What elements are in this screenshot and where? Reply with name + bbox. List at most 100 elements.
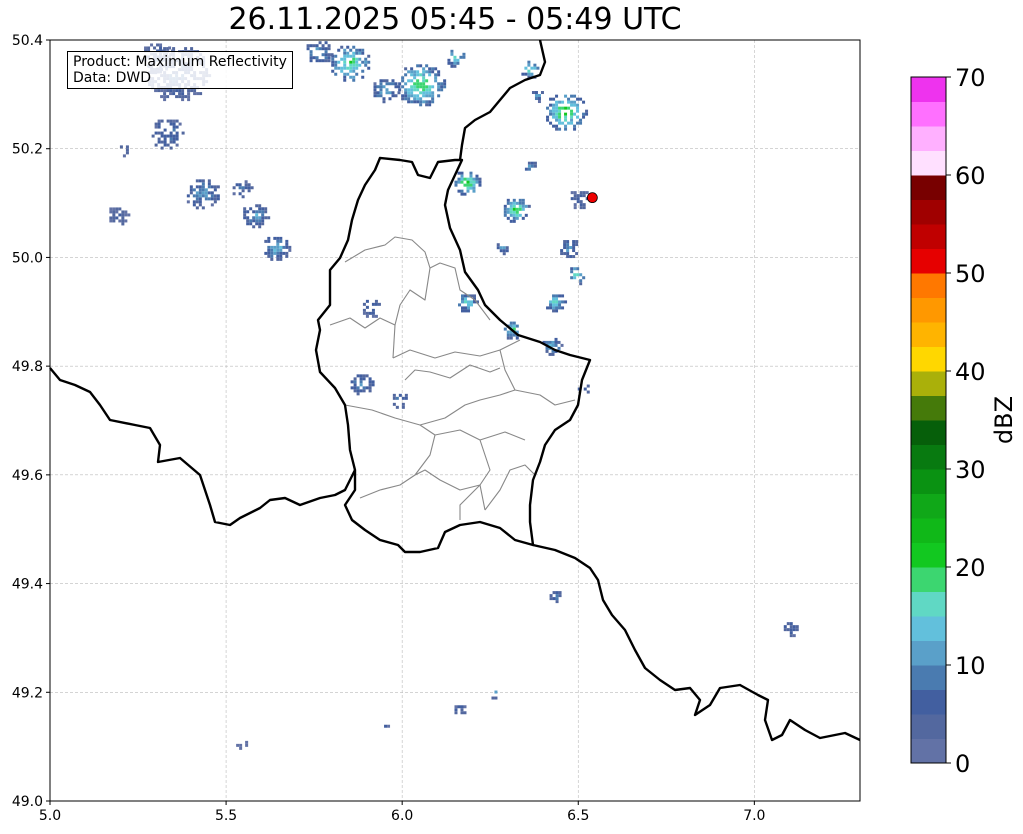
- echo-pixel: [207, 182, 211, 186]
- echo-pixel: [258, 204, 262, 208]
- echo-pixel: [192, 200, 196, 204]
- echo-pixel: [178, 95, 182, 99]
- echo-pixel: [795, 625, 799, 629]
- echo-pixel: [249, 219, 253, 223]
- echo-pixel: [327, 56, 331, 60]
- echo-pixel: [343, 54, 347, 58]
- echo-pixel: [337, 66, 341, 70]
- echo-pixel: [374, 299, 378, 303]
- echo-pixel: [109, 216, 113, 220]
- echo-pixel: [454, 708, 458, 712]
- echo-pixel: [239, 743, 243, 747]
- echo-pixel: [258, 210, 262, 214]
- echo-pixel: [512, 204, 516, 208]
- echo-pixel: [422, 79, 426, 83]
- echo-pixel: [172, 137, 176, 141]
- colorbar-bin: [911, 591, 946, 617]
- echo-pixel: [475, 177, 479, 181]
- echo-pixel: [264, 239, 268, 243]
- echo-pixel: [512, 213, 516, 217]
- echo-pixel: [472, 177, 476, 181]
- echo-pixel: [561, 106, 565, 110]
- echo-pixel: [243, 213, 247, 217]
- echo-pixel: [564, 127, 568, 131]
- echo-pixel: [555, 594, 559, 598]
- echo-pixel: [454, 705, 458, 709]
- echo-pixel: [395, 396, 399, 400]
- echo-pixel: [410, 79, 414, 83]
- echo-pixel: [175, 134, 179, 138]
- echo-pixel: [570, 115, 574, 119]
- echo-pixel: [125, 145, 129, 149]
- echo-pixel: [397, 85, 401, 89]
- echo-pixel: [391, 91, 395, 95]
- echo-pixel: [506, 333, 510, 337]
- x-tick-label: 6.5: [567, 808, 589, 824]
- echo-pixel: [512, 198, 516, 202]
- echo-pixel: [349, 69, 353, 73]
- echo-pixel: [362, 302, 366, 306]
- echo-pixel: [207, 185, 211, 189]
- echo-pixel: [422, 67, 426, 71]
- echo-pixel: [398, 88, 402, 92]
- echo-pixel: [552, 103, 556, 107]
- echo-pixel: [279, 239, 283, 243]
- echo-pixel: [792, 625, 796, 629]
- echo-pixel: [238, 183, 242, 187]
- echo-pixel: [243, 210, 247, 214]
- echo-pixel: [570, 267, 574, 271]
- echo-pixel: [546, 118, 550, 122]
- echo-pixel: [109, 207, 113, 211]
- echo-pixel: [355, 60, 359, 64]
- echo-cell: [570, 191, 589, 210]
- echo-pixel: [549, 109, 553, 113]
- echo-pixel: [198, 194, 202, 198]
- echo-pixel: [169, 140, 173, 144]
- echo-pixel: [503, 213, 507, 217]
- echo-pixel: [324, 53, 328, 57]
- echo-pixel: [428, 88, 432, 92]
- echo-pixel: [270, 245, 274, 249]
- echo-pixel: [401, 402, 405, 406]
- echo-pixel: [576, 106, 580, 110]
- echo-pixel: [189, 185, 193, 189]
- echo-pixel: [355, 51, 359, 55]
- echo-pixel: [361, 48, 365, 52]
- echo-pixel: [422, 82, 426, 86]
- echo-pixel: [503, 210, 507, 214]
- echo-pixel: [115, 216, 119, 220]
- echo-pixel: [789, 634, 793, 638]
- echo-pixel: [527, 161, 531, 165]
- echo-pixel: [376, 91, 380, 95]
- echo-pixel: [422, 88, 426, 92]
- echo-pixel: [204, 194, 208, 198]
- echo-pixel: [512, 207, 516, 211]
- echo-pixel: [566, 255, 570, 259]
- echo-pixel: [367, 66, 371, 70]
- echo-pixel: [558, 294, 562, 298]
- echo-pixel: [175, 89, 179, 93]
- echo-pixel: [428, 100, 432, 104]
- echo-pixel: [109, 219, 113, 223]
- echo-pixel: [349, 48, 353, 52]
- echo-pixel: [555, 294, 559, 298]
- echo-pixel: [324, 56, 328, 60]
- echo-pixel: [582, 206, 586, 210]
- echo-pixel: [359, 377, 363, 381]
- echo-pixel: [368, 389, 372, 393]
- echo-pixel: [506, 207, 510, 211]
- echo-pixel: [157, 137, 161, 141]
- echo-pixel: [330, 53, 334, 57]
- echo-pixel: [499, 246, 503, 250]
- echo-pixel: [464, 306, 468, 310]
- echo-pixel: [506, 198, 510, 202]
- echo-cell: [549, 591, 562, 604]
- echo-pixel: [579, 118, 583, 122]
- echo-pixel: [195, 206, 199, 210]
- echo-pixel: [579, 203, 583, 207]
- y-tick-label: 50.0: [12, 250, 43, 266]
- echo-pixel: [551, 349, 555, 353]
- echo-pixel: [175, 131, 179, 135]
- echo-pixel: [576, 197, 580, 201]
- echo-pixel: [270, 257, 274, 261]
